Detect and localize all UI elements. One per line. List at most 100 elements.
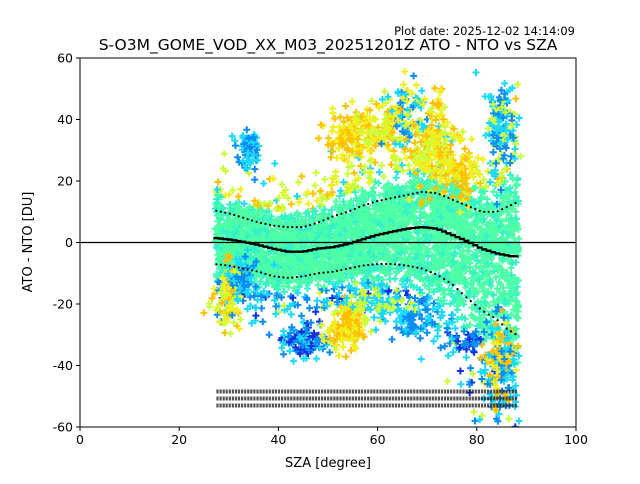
data-point (353, 197, 361, 205)
data-point (444, 352, 452, 360)
data-point (509, 295, 517, 303)
data-point (245, 169, 253, 177)
data-point (376, 191, 383, 199)
data-point (351, 278, 359, 286)
data-point (284, 194, 292, 202)
data-point (287, 310, 295, 318)
data-point (375, 179, 382, 187)
data-point (309, 214, 317, 222)
data-point (462, 353, 470, 361)
data-point (313, 197, 321, 205)
data-point (494, 313, 502, 321)
data-point (449, 311, 457, 319)
data-point (366, 168, 374, 176)
data-point (406, 178, 414, 186)
data-point (410, 283, 418, 291)
data-point (269, 175, 277, 183)
data-point (318, 201, 326, 209)
data-point (279, 282, 287, 290)
data-point (503, 268, 511, 276)
data-point (497, 280, 505, 288)
data-point (502, 215, 510, 223)
data-point (415, 179, 423, 187)
plot-date: Plot date: 2025-12-02 14:14:09 (394, 24, 575, 38)
data-point (384, 180, 392, 188)
data-point (354, 183, 362, 191)
data-point (459, 128, 467, 136)
data-point (492, 273, 500, 281)
data-point (272, 205, 280, 213)
data-point (327, 182, 335, 190)
data-point (289, 294, 297, 302)
data-point (475, 264, 483, 272)
data-point (272, 302, 280, 310)
data-point (293, 192, 301, 200)
data-point (329, 175, 337, 183)
data-point (328, 294, 336, 302)
data-point (248, 319, 256, 327)
data-point (305, 200, 312, 208)
data-point (485, 253, 493, 261)
data-point (299, 217, 306, 225)
data-point (380, 213, 388, 221)
data-point (414, 174, 422, 182)
data-point (226, 200, 234, 208)
data-point (371, 178, 379, 186)
data-point (317, 187, 325, 195)
data-point (457, 380, 465, 388)
data-point (478, 412, 486, 420)
data-point (440, 261, 447, 269)
data-point (234, 193, 242, 200)
data-point (506, 171, 514, 179)
data-point (486, 220, 493, 228)
data-point (314, 281, 322, 289)
data-point (482, 184, 490, 191)
data-point (415, 273, 423, 281)
data-point (213, 311, 221, 319)
data-point (497, 265, 505, 273)
data-point (351, 182, 358, 190)
data-point (332, 198, 340, 205)
data-point (249, 245, 257, 253)
data-point (380, 184, 388, 192)
data-point (493, 285, 501, 293)
data-point (480, 176, 488, 184)
data-point (293, 267, 301, 275)
data-point (482, 263, 490, 271)
data-point (343, 274, 351, 282)
data-point (426, 294, 434, 302)
data-point (332, 283, 339, 291)
data-point (371, 242, 379, 250)
data-point (449, 348, 457, 356)
data-point (515, 417, 523, 425)
data-point (342, 102, 350, 110)
data-point (470, 408, 478, 416)
data-point (360, 275, 368, 283)
data-point (290, 284, 298, 292)
data-point (349, 245, 357, 253)
data-point (466, 255, 474, 263)
data-point (344, 183, 352, 191)
data-point (387, 161, 395, 169)
data-point (222, 191, 230, 199)
data-point (492, 263, 500, 271)
data-point (252, 312, 260, 320)
data-point (480, 204, 488, 212)
data-point (444, 377, 451, 385)
data-point (213, 186, 221, 193)
data-point (355, 175, 362, 182)
data-point (309, 208, 317, 215)
data-point (511, 145, 519, 153)
data-point (471, 417, 479, 425)
data-point (490, 188, 497, 196)
data-point (240, 200, 248, 208)
data-point (438, 308, 446, 316)
data-point (484, 167, 492, 175)
data-point (273, 291, 281, 299)
data-point (362, 190, 370, 198)
data-point (421, 212, 429, 220)
data-point (251, 197, 259, 205)
data-point (417, 355, 425, 363)
data-point (321, 175, 329, 183)
